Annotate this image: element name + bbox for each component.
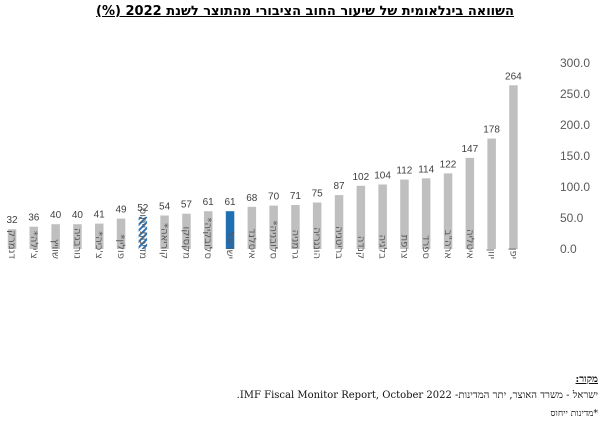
category-label: שוויץ xyxy=(50,239,61,259)
category-label: מקסיקו xyxy=(180,227,191,259)
bar-value-label: 102 xyxy=(352,172,369,183)
bar xyxy=(204,211,213,249)
category-labels-layer: דנמרק צ'ילה* שוויץ נורבגיה צ'כיה* פולין* מדינו… xyxy=(6,208,518,260)
category-label: ספרד xyxy=(420,235,431,259)
category-label: צרפת xyxy=(398,235,409,259)
bar-value-label: 87 xyxy=(333,181,345,192)
category-label: מדינות ייחוס xyxy=(137,208,148,259)
category-label: בלגיה xyxy=(377,235,388,260)
category-label: איטליה xyxy=(464,229,475,259)
category-label: דנמרק xyxy=(6,230,17,260)
category-label: צ'כיה* xyxy=(93,231,104,259)
category-label: יפן xyxy=(507,248,518,259)
bar-value-label: 32 xyxy=(6,215,18,226)
y-tick-label: 0.0 xyxy=(560,242,577,256)
category-label: בריטניה xyxy=(333,226,344,259)
bar xyxy=(95,223,104,249)
y-tick-label: 250.0 xyxy=(560,87,590,101)
bar xyxy=(225,211,235,249)
category-label: הונגריה xyxy=(311,227,322,259)
bar-value-label: 104 xyxy=(374,171,391,182)
source-line: ישראל - משרד האוצר, יתר המדינות- IMF Fis… xyxy=(236,390,598,401)
bar xyxy=(356,185,366,249)
bar-value-label: 147 xyxy=(461,144,478,155)
bar xyxy=(509,85,518,249)
bar xyxy=(7,229,17,249)
bar-chart: 32 36 40 40 41 49 52 54 57 61 61 68 70 71 75 87 102 104 11… xyxy=(6,56,590,260)
source-heading: מקור: xyxy=(575,374,598,385)
source-footnote: *מדינות ייחוס xyxy=(550,409,598,419)
bar xyxy=(334,195,344,249)
bar-value-label: 178 xyxy=(483,125,500,136)
category-label: פולין* xyxy=(115,234,126,259)
y-tick-label: 100.0 xyxy=(560,180,590,194)
bar xyxy=(160,215,169,249)
bars-layer xyxy=(7,85,518,249)
bar xyxy=(138,216,148,249)
bar-value-label: 54 xyxy=(159,202,171,213)
bar xyxy=(312,202,322,249)
category-label: ארה"ב xyxy=(442,230,453,259)
bar-value-label: 70 xyxy=(268,192,280,203)
category-label: קוריאה* xyxy=(159,223,170,259)
bar-value-label: 71 xyxy=(290,191,302,202)
category-label: גרמניה xyxy=(289,230,300,259)
bar-value-label: 61 xyxy=(203,197,215,208)
category-label: סלובניה* xyxy=(268,221,279,259)
y-tick-label: 200.0 xyxy=(560,118,590,132)
bar-value-label: 114 xyxy=(418,164,434,175)
y-tick-label: 150.0 xyxy=(560,149,590,163)
y-axis-layer: 0.0 50.0 100.0 150.0 200.0 250.0 300.0 xyxy=(560,56,590,256)
bar xyxy=(73,224,82,249)
bar-value-label: 52 xyxy=(137,203,149,214)
bar xyxy=(487,138,496,249)
bar xyxy=(465,157,475,249)
y-tick-label: 50.0 xyxy=(560,211,584,225)
bar-value-label: 75 xyxy=(312,189,324,200)
bar xyxy=(116,218,126,249)
category-label: נורבגיה xyxy=(71,228,82,259)
category-label: קנדה xyxy=(355,236,366,259)
bar-value-label: 57 xyxy=(181,200,193,211)
chart-title: השוואה בינלאומית של שיעור החוב הציבורי מ… xyxy=(96,4,514,19)
bar-value-label: 122 xyxy=(440,159,457,170)
bar xyxy=(443,173,453,249)
bar-value-label: 68 xyxy=(246,193,258,204)
bar-value-label: 40 xyxy=(72,210,84,221)
bar-value-label: 49 xyxy=(115,205,127,216)
bar xyxy=(378,184,387,249)
y-tick-label: 300.0 xyxy=(560,56,590,70)
bar xyxy=(269,205,278,249)
bar xyxy=(291,205,300,249)
bar-value-label: 61 xyxy=(224,197,236,208)
bar xyxy=(400,179,409,249)
value-labels-layer: 32 36 40 40 41 49 52 54 57 61 61 68 70 71 75 87 102 104 11… xyxy=(6,71,522,226)
category-label: ישראל xyxy=(224,232,235,259)
bar xyxy=(182,213,191,249)
bar-value-label: 36 xyxy=(28,213,40,224)
category-label: יוון xyxy=(486,249,497,259)
category-label: איסלנד xyxy=(246,228,257,259)
bar xyxy=(247,206,257,249)
category-label: סלובקיה* xyxy=(202,217,213,259)
bar xyxy=(421,178,431,249)
bar-value-label: 40 xyxy=(50,210,62,221)
bar-value-label: 41 xyxy=(94,210,106,221)
bar xyxy=(51,224,60,249)
category-label: צ'ילה* xyxy=(28,231,39,259)
bar-value-label: 264 xyxy=(505,71,522,82)
bar xyxy=(29,226,38,249)
bar-value-label: 112 xyxy=(396,166,412,177)
